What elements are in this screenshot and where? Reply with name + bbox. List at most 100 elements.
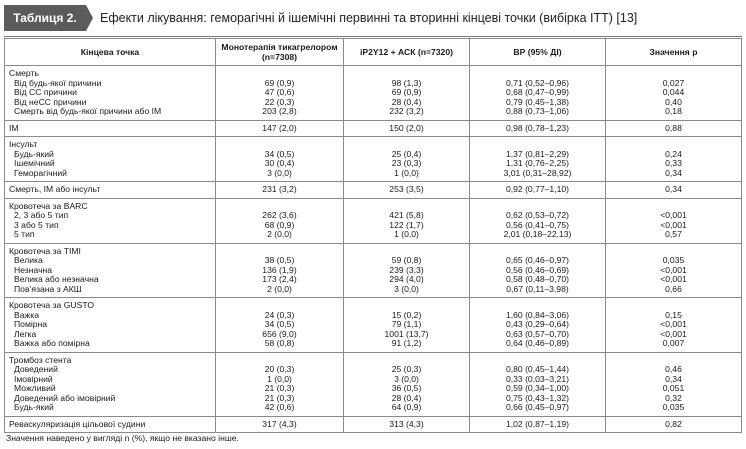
table-row-group: Смерть xyxy=(4,65,742,79)
table-title: Ефекти лікування: геморагічні й ішемічні… xyxy=(100,11,638,25)
cell-dual-therapy: 253 (3,5) xyxy=(343,181,470,199)
cell-endpoint: Геморагічний xyxy=(4,168,216,182)
table-row-subitem: 3 або 5 тип 68 (0,9) 122 (1,7) 0,56 (0,41–0… xyxy=(4,220,742,230)
cell-dual-therapy xyxy=(343,136,470,150)
cell-endpoint: Кровотеча за GUSTO xyxy=(4,297,216,311)
table-row-subitem: Геморагічний 3 (0,0) 1 (0,0) 3,01 (0,31–28,… xyxy=(4,168,742,182)
cell-dual-therapy: 313 (4,3) xyxy=(343,416,470,433)
cell-monotherapy: 2 (0,0) xyxy=(215,284,344,298)
cell-p-value: 0,33 xyxy=(605,158,742,169)
cell-hazard-ratio: 0,92 (0,77–1,10) xyxy=(469,181,606,199)
cell-endpoint: 3 або 5 тип xyxy=(4,220,216,230)
cell-hazard-ratio: 0,64 (0,46–0,89) xyxy=(469,338,606,353)
cell-p-value xyxy=(605,352,742,365)
cell-hazard-ratio: 3,01 (0,31–28,92) xyxy=(469,168,606,182)
table-row-subitem: 5 тип 2 (0,0) 1 (0,0) 2,01 (0,18–22,13) 0,57 xyxy=(4,229,742,244)
table-row-subitem: Доведений або імовірний 21 (0,3) 28 (0,4) 0… xyxy=(4,393,742,403)
cell-dual-therapy: 3 (0,0) xyxy=(343,284,470,298)
header-monotherapy: Монотерапія тикагрелором (n=7308) xyxy=(215,38,344,66)
table-row-subitem: Можливий 21 (0,3) 36 (0,5) 0,59 (0,34–1,00)… xyxy=(4,383,742,394)
table-row-subitem: Будь-який 34 (0,5) 25 (0,4) 1,37 (0,81–2,29… xyxy=(4,149,742,159)
table-row-subitem: Легка 656 (9,0) 1001 (13,7) 0,63 (0,57–0,70… xyxy=(4,329,742,339)
table-row-subitem: Велика 38 (0,5) 59 (0,8) 0,65 (0,46–0,97) 0,… xyxy=(4,255,742,266)
cell-endpoint: Помірна xyxy=(4,319,216,330)
table-row-subitem: Важка або помірна 58 (0,8) 91 (1,2) 0,64 (0… xyxy=(4,338,742,353)
table-row-group: ІМ 147 (2,0) 150 (2,0) 0,98 (0,78–1,23) 0,88 xyxy=(4,120,742,137)
table-row-subitem: Від будь-якої причини 69 (0,9) 98 (1,3) 0,7… xyxy=(4,78,742,88)
cell-p-value: 0,15 xyxy=(605,310,742,320)
cell-p-value xyxy=(605,198,742,211)
cell-monotherapy: 42 (0,6) xyxy=(215,402,344,417)
cell-monotherapy: 147 (2,0) xyxy=(215,120,344,137)
cell-hazard-ratio xyxy=(469,136,606,150)
cell-monotherapy xyxy=(215,136,344,150)
cell-p-value xyxy=(605,65,742,79)
cell-p-value: <0,001 xyxy=(605,319,742,330)
table-row-subitem: Від неСС причини 22 (0,3) 28 (0,4) 0,79 (0,… xyxy=(4,97,742,107)
cell-hazard-ratio xyxy=(469,297,606,311)
cell-endpoint: Смерть xyxy=(4,65,216,79)
cell-hazard-ratio: 1,02 (0,87–1,19) xyxy=(469,416,606,433)
table-row-subitem: Велика або незначна 173 (2,4) 294 (4,0) 0,5… xyxy=(4,274,742,285)
cell-endpoint: Пов’язана з АКШ xyxy=(4,284,216,298)
cell-p-value xyxy=(605,243,742,256)
cell-p-value: 0,007 xyxy=(605,338,742,353)
title-divider xyxy=(4,36,742,37)
cell-p-value: 0,32 xyxy=(605,393,742,403)
cell-p-value: 0,46 xyxy=(605,364,742,375)
cell-endpoint: Смерть, ІМ або інсульт xyxy=(4,181,216,199)
results-table: Кінцева точка Монотерапія тикагрелором (… xyxy=(4,38,742,433)
cell-monotherapy: 203 (2,8) xyxy=(215,106,344,121)
table-row-subitem: Важка 24 (0,3) 15 (0,2) 1,60 (0,84–3,06) 0,1… xyxy=(4,310,742,320)
cell-p-value: 0,57 xyxy=(605,229,742,244)
table-row-subitem: Пов’язана з АКШ 2 (0,0) 3 (0,0) 0,67 (0,11–… xyxy=(4,284,742,298)
cell-monotherapy: 58 (0,8) xyxy=(215,338,344,353)
cell-p-value: <0,001 xyxy=(605,329,742,339)
cell-p-value: 0,044 xyxy=(605,87,742,98)
table-footnote: Значення наведено у вигляді n (%), якщо … xyxy=(6,433,239,443)
cell-p-value: 0,027 xyxy=(605,78,742,88)
table-row-group: Реваскуляризація цільової судини 317 (4,3… xyxy=(4,416,742,433)
header-hazard-ratio: ВР (95% ДІ) xyxy=(469,38,606,66)
cell-p-value: <0,001 xyxy=(605,274,742,285)
table-row-subitem: Від СС причини 47 (0,6) 69 (0,9) 0,68 (0,47… xyxy=(4,87,742,98)
cell-p-value: 0,24 xyxy=(605,149,742,159)
table-body: Смерть Від будь-якої причини 69 (0,9) 98 (1… xyxy=(4,65,742,433)
cell-p-value: <0,001 xyxy=(605,210,742,221)
cell-p-value: <0,001 xyxy=(605,220,742,230)
table-row-group: Тромбоз стента xyxy=(4,352,742,365)
table-row-subitem: Помірна 34 (0,5) 79 (1,1) 0,43 (0,29–0,64) <… xyxy=(4,319,742,330)
cell-dual-therapy: 91 (1,2) xyxy=(343,338,470,353)
cell-hazard-ratio xyxy=(469,65,606,79)
table-row-subitem: Імовірний 1 (0,0) 3 (0,0) 0,33 (0,03–3,21) 0… xyxy=(4,374,742,384)
cell-dual-therapy: 1 (0,0) xyxy=(343,168,470,182)
cell-p-value: 0,18 xyxy=(605,106,742,121)
cell-p-value: 0,66 xyxy=(605,284,742,298)
cell-p-value: 0,40 xyxy=(605,97,742,107)
cell-dual-therapy: 1 (0,0) xyxy=(343,229,470,244)
cell-endpoint: ІМ xyxy=(4,120,216,137)
table-row-subitem: 2, 3 або 5 тип 262 (3,6) 421 (5,8) 0,62 (0,… xyxy=(4,210,742,221)
cell-endpoint: Інсульт xyxy=(4,136,216,150)
cell-hazard-ratio: 0,98 (0,78–1,23) xyxy=(469,120,606,137)
table-row-group: Кровотеча за GUSTO xyxy=(4,297,742,311)
cell-endpoint: Важка або помірна xyxy=(4,338,216,353)
cell-p-value: 0,82 xyxy=(605,416,742,433)
header-dual-therapy: іP2Y12 + АСК (n=7320) xyxy=(343,38,470,66)
cell-p-value: 0,035 xyxy=(605,402,742,417)
header-p-value: Значення р xyxy=(605,38,742,66)
cell-monotherapy xyxy=(215,65,344,79)
cell-monotherapy: 2 (0,0) xyxy=(215,229,344,244)
cell-p-value: <0,001 xyxy=(605,265,742,275)
cell-dual-therapy: 150 (2,0) xyxy=(343,120,470,137)
table-title-bar: Таблиця 2. Ефекти лікування: геморагічні… xyxy=(4,5,742,37)
cell-dual-therapy xyxy=(343,297,470,311)
cell-endpoint: 5 тип xyxy=(4,229,216,244)
cell-hazard-ratio: 0,67 (0,11–3,98) xyxy=(469,284,606,298)
cell-p-value: 0,34 xyxy=(605,181,742,199)
table-number-badge: Таблиця 2. xyxy=(4,5,93,31)
cell-monotherapy: 231 (3,2) xyxy=(215,181,344,199)
header-row: Кінцева точка Монотерапія тикагрелором (… xyxy=(4,38,742,66)
table-row-subitem: Смерть від будь-якої причини або ІМ 203 (… xyxy=(4,106,742,121)
